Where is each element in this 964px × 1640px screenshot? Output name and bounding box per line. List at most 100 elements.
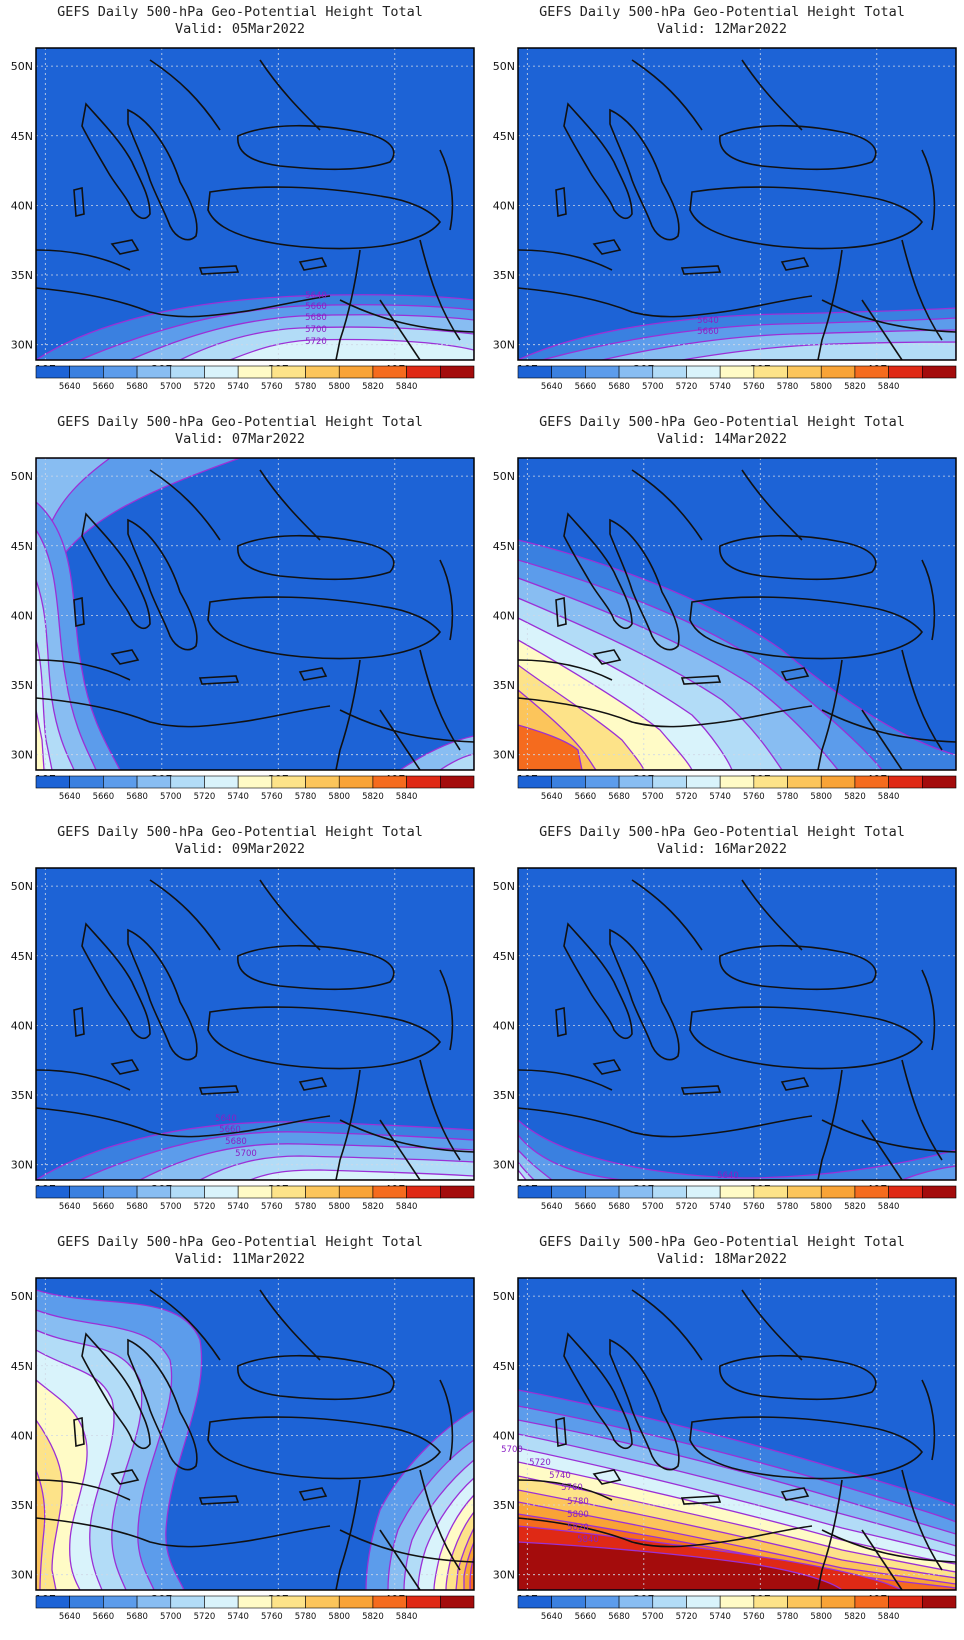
color-bar-swatch — [585, 365, 620, 379]
lat-lon-grid — [518, 458, 956, 770]
coastline — [631, 469, 703, 541]
color-bar-tick-label: 5720 — [194, 382, 216, 392]
color-bar-swatch — [652, 365, 687, 379]
coastline — [821, 1119, 956, 1153]
coastline — [149, 1289, 221, 1361]
map-canvas: 5700572057405760578058005820584010E20E30… — [493, 1277, 957, 1622]
lat-lon-grid — [36, 868, 474, 1180]
coastline — [127, 1338, 198, 1471]
color-bar-tick-label: 5660 — [575, 382, 597, 392]
color-bar-swatch — [922, 1185, 957, 1199]
lat-tick-label: 45N — [11, 950, 33, 963]
lat-tick-label: 30N — [493, 1569, 515, 1582]
color-bar: 5640 5660 5680 5700 5720 5740 5760 5780 5800 5820… — [35, 775, 475, 802]
coastline — [339, 1529, 474, 1563]
coastline — [719, 124, 877, 171]
coastline — [518, 697, 813, 728]
color-bar-swatch — [271, 365, 306, 379]
coastline — [680, 1495, 722, 1505]
color-bar-tick-label: 5800 — [810, 382, 832, 392]
coastline — [339, 709, 474, 743]
coastline — [73, 596, 85, 628]
color-bar-tick-label: 5720 — [676, 1202, 698, 1212]
coastline — [81, 102, 151, 220]
color-bar-tick-label: 5760 — [743, 792, 765, 802]
lat-tick-label: 45N — [11, 130, 33, 143]
coastline — [207, 1006, 442, 1070]
coastline — [73, 1006, 85, 1038]
lat-lon-grid — [36, 48, 474, 360]
coastline — [81, 512, 151, 630]
color-bar-swatch — [787, 365, 822, 379]
color-bar-tick-label: 5800 — [328, 1202, 350, 1212]
color-bar-tick-label: 5680 — [126, 1612, 148, 1622]
coastline — [335, 1069, 361, 1180]
color-bar-swatch — [372, 1595, 407, 1609]
lat-tick-label: 45N — [493, 540, 515, 553]
color-bar-swatch — [136, 775, 172, 789]
coastline — [780, 1077, 810, 1091]
color-bar-tick-label: 5780 — [295, 1202, 317, 1212]
color-bar-swatch — [35, 1595, 70, 1609]
coastline — [149, 469, 221, 541]
color-bar-swatch — [338, 1595, 374, 1609]
color-bar-tick-label: 5700 — [642, 1612, 664, 1622]
lat-lon-grid — [518, 48, 956, 360]
coastline — [339, 1119, 474, 1153]
color-bar-tick-label: 5640 — [59, 792, 81, 802]
color-bar-swatch — [517, 365, 552, 379]
panel-title-line1: GEFS Daily 500-hPa Geo-Potential Height … — [539, 414, 905, 430]
color-bar-tick-label: 5640 — [59, 1612, 81, 1622]
coastline — [780, 667, 810, 681]
height-field — [518, 1119, 956, 1180]
color-bar-swatch — [440, 365, 475, 379]
color-bar-swatch — [854, 1595, 889, 1609]
lat-tick-label: 40N — [493, 1019, 515, 1032]
height-field-base — [518, 868, 956, 1180]
map-frame — [517, 457, 957, 771]
lat-tick-label: 35N — [493, 1499, 515, 1512]
lat-tick-label: 30N — [493, 749, 515, 762]
color-bar-tick-label: 5800 — [810, 1612, 832, 1622]
color-bar-tick-label: 5780 — [295, 1612, 317, 1622]
color-bar: 5640 5660 5680 5700 5720 5740 5760 5780 5800 5820… — [35, 1595, 475, 1622]
height-field — [36, 1289, 474, 1590]
color-bar-tick-label: 5840 — [878, 1202, 900, 1212]
contour-label: 5700 — [235, 1149, 257, 1159]
color-bar-swatch — [854, 365, 889, 379]
color-bar-swatch — [35, 1185, 70, 1199]
panel-title-line1: GEFS Daily 500-hPa Geo-Potential Height … — [539, 4, 905, 20]
color-bar-swatch — [136, 1185, 172, 1199]
color-bar-swatch — [305, 1595, 340, 1609]
coastline — [689, 1416, 924, 1480]
color-bar-swatch — [719, 1185, 755, 1199]
color-bar-swatch — [69, 365, 104, 379]
color-bar-swatch — [787, 1185, 822, 1199]
color-bar-tick-label: 5660 — [575, 792, 597, 802]
color-bar-swatch — [618, 1595, 654, 1609]
panel-title: GEFS Daily 500-hPa Geo-Potential Height … — [0, 414, 480, 448]
lat-tick-label: 30N — [11, 339, 33, 352]
contour-label: 5760 — [561, 1483, 583, 1493]
color-bar: 5640 5660 5680 5700 5720 5740 5760 5780 5800 5820… — [35, 365, 475, 392]
color-bar-tick-label: 5780 — [295, 382, 317, 392]
color-bar-swatch — [136, 365, 172, 379]
color-bar-tick-label: 5780 — [295, 792, 317, 802]
coastline — [335, 659, 361, 770]
color-bar-swatch — [888, 1595, 923, 1609]
color-bar-swatch — [271, 1185, 306, 1199]
panel-title-valid: Valid: 16Mar2022 — [656, 841, 788, 857]
coastline — [563, 1332, 633, 1450]
color-bar-swatch — [517, 775, 552, 789]
panel-title-line1: GEFS Daily 500-hPa Geo-Potential Height … — [57, 414, 423, 430]
coastline — [592, 1059, 622, 1075]
coastline — [298, 257, 328, 271]
color-bar-swatch — [652, 1595, 687, 1609]
color-bar-tick-label: 5820 — [844, 1612, 866, 1622]
color-bar-tick-label: 5720 — [676, 382, 698, 392]
map-frame — [517, 47, 957, 361]
contour-label: 5640 — [717, 1171, 739, 1181]
map-frame — [35, 1277, 475, 1591]
coastline — [592, 239, 622, 255]
